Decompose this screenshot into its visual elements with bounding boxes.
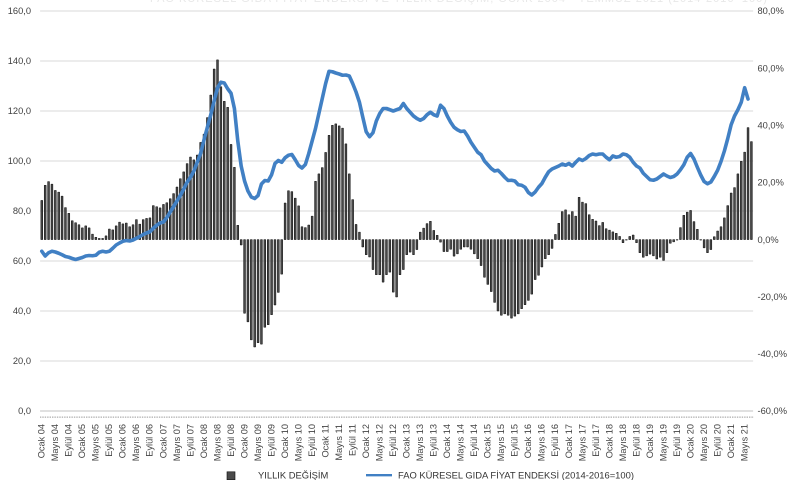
- svg-text:Mayıs 10: Mayıs 10: [293, 424, 303, 461]
- svg-text:40,0%: 40,0%: [758, 121, 784, 131]
- svg-text:Ocak 16: Ocak 16: [523, 424, 533, 458]
- svg-text:Ocak 18: Ocak 18: [604, 424, 614, 458]
- svg-text:Eylül 15: Eylül 15: [510, 424, 520, 457]
- svg-text:140,0: 140,0: [8, 56, 31, 66]
- svg-text:0,0: 0,0: [18, 406, 31, 416]
- svg-text:20,0%: 20,0%: [758, 178, 784, 188]
- svg-text:Eylül 05: Eylül 05: [104, 424, 114, 457]
- svg-text:Mayıs 13: Mayıs 13: [415, 424, 425, 461]
- svg-text:Ocak 20: Ocak 20: [685, 424, 695, 458]
- svg-text:Mayıs 05: Mayıs 05: [91, 424, 101, 461]
- svg-text:80,0: 80,0: [13, 206, 31, 216]
- svg-text:Mayıs 21: Mayıs 21: [739, 424, 749, 461]
- svg-text:Eylül 20: Eylül 20: [712, 424, 722, 457]
- svg-text:FAO KÜRESEL GIDA FİYAT ENDEKSİ: FAO KÜRESEL GIDA FİYAT ENDEKSİ VE YILLIK…: [150, 0, 768, 5]
- svg-text:40,0: 40,0: [13, 306, 31, 316]
- svg-text:Ocak 09: Ocak 09: [239, 424, 249, 458]
- svg-text:-20,0%: -20,0%: [758, 292, 787, 302]
- svg-text:Ocak 05: Ocak 05: [77, 424, 87, 458]
- svg-text:Eylül 10: Eylül 10: [307, 424, 317, 457]
- svg-text:Mayıs 16: Mayıs 16: [537, 424, 547, 461]
- svg-text:Ocak 07: Ocak 07: [158, 424, 168, 458]
- svg-text:Mayıs 06: Mayıs 06: [131, 424, 141, 461]
- svg-text:60,0: 60,0: [13, 256, 31, 266]
- svg-text:Ocak 04: Ocak 04: [37, 424, 47, 458]
- svg-text:Mayıs 14: Mayıs 14: [456, 424, 466, 461]
- svg-text:100,0: 100,0: [8, 156, 31, 166]
- svg-text:Eylül 17: Eylül 17: [591, 424, 601, 457]
- svg-text:Eylül 18: Eylül 18: [631, 424, 641, 457]
- svg-text:Eylül 16: Eylül 16: [550, 424, 560, 457]
- svg-text:Mayıs 04: Mayıs 04: [50, 424, 60, 461]
- svg-text:Ocak 10: Ocak 10: [280, 424, 290, 458]
- svg-text:80,0%: 80,0%: [758, 6, 784, 16]
- svg-text:Mayıs 17: Mayıs 17: [577, 424, 587, 461]
- svg-text:Eylül 04: Eylül 04: [64, 424, 74, 457]
- svg-text:Eylül 11: Eylül 11: [347, 424, 357, 456]
- svg-text:Mayıs 12: Mayıs 12: [375, 424, 385, 461]
- svg-text:Mayıs 07: Mayıs 07: [172, 424, 182, 461]
- svg-text:160,0: 160,0: [8, 6, 31, 16]
- svg-text:-40,0%: -40,0%: [758, 349, 787, 359]
- svg-text:Eylül 08: Eylül 08: [226, 424, 236, 457]
- svg-text:Eylül 07: Eylül 07: [185, 424, 195, 457]
- svg-text:Ocak 15: Ocak 15: [483, 424, 493, 458]
- svg-text:FAO KÜRESEL GIDA FİYAT ENDEKSİ: FAO KÜRESEL GIDA FİYAT ENDEKSİ (2014-201…: [398, 470, 634, 480]
- svg-text:120,0: 120,0: [8, 106, 31, 116]
- svg-text:-60,0%: -60,0%: [758, 406, 787, 416]
- svg-text:Ocak 21: Ocak 21: [726, 424, 736, 458]
- svg-text:Eylül 12: Eylül 12: [388, 424, 398, 457]
- svg-text:Ocak 14: Ocak 14: [442, 424, 452, 458]
- svg-text:Mayıs 09: Mayıs 09: [253, 424, 263, 461]
- svg-text:Mayıs 15: Mayıs 15: [496, 424, 506, 461]
- svg-text:Ocak 12: Ocak 12: [361, 424, 371, 458]
- svg-text:Eylül 19: Eylül 19: [672, 424, 682, 457]
- svg-text:Ocak 13: Ocak 13: [402, 424, 412, 458]
- svg-text:60,0%: 60,0%: [758, 63, 784, 73]
- svg-text:Eylül 09: Eylül 09: [266, 424, 276, 457]
- svg-text:Ocak 06: Ocak 06: [118, 424, 128, 458]
- svg-text:Ocak 08: Ocak 08: [199, 424, 209, 458]
- svg-text:20,0: 20,0: [13, 356, 31, 366]
- svg-text:0,0%: 0,0%: [758, 235, 779, 245]
- svg-text:Ocak 17: Ocak 17: [564, 424, 574, 458]
- svg-text:Eylül 06: Eylül 06: [145, 424, 155, 457]
- svg-text:Eylül 13: Eylül 13: [429, 424, 439, 457]
- svg-text:Eylül 14: Eylül 14: [469, 424, 479, 457]
- svg-text:Mayıs 19: Mayıs 19: [658, 424, 668, 461]
- svg-text:YILLIK DEĞİŞİM: YILLIK DEĞİŞİM: [258, 470, 329, 480]
- svg-text:Mayıs 18: Mayıs 18: [618, 424, 628, 461]
- svg-text:Ocak 19: Ocak 19: [645, 424, 655, 458]
- svg-text:Mayıs 20: Mayıs 20: [699, 424, 709, 461]
- svg-text:Ocak 11: Ocak 11: [320, 424, 330, 458]
- svg-text:Mayıs 08: Mayıs 08: [212, 424, 222, 461]
- svg-text:Mayıs 11: Mayıs 11: [334, 424, 344, 461]
